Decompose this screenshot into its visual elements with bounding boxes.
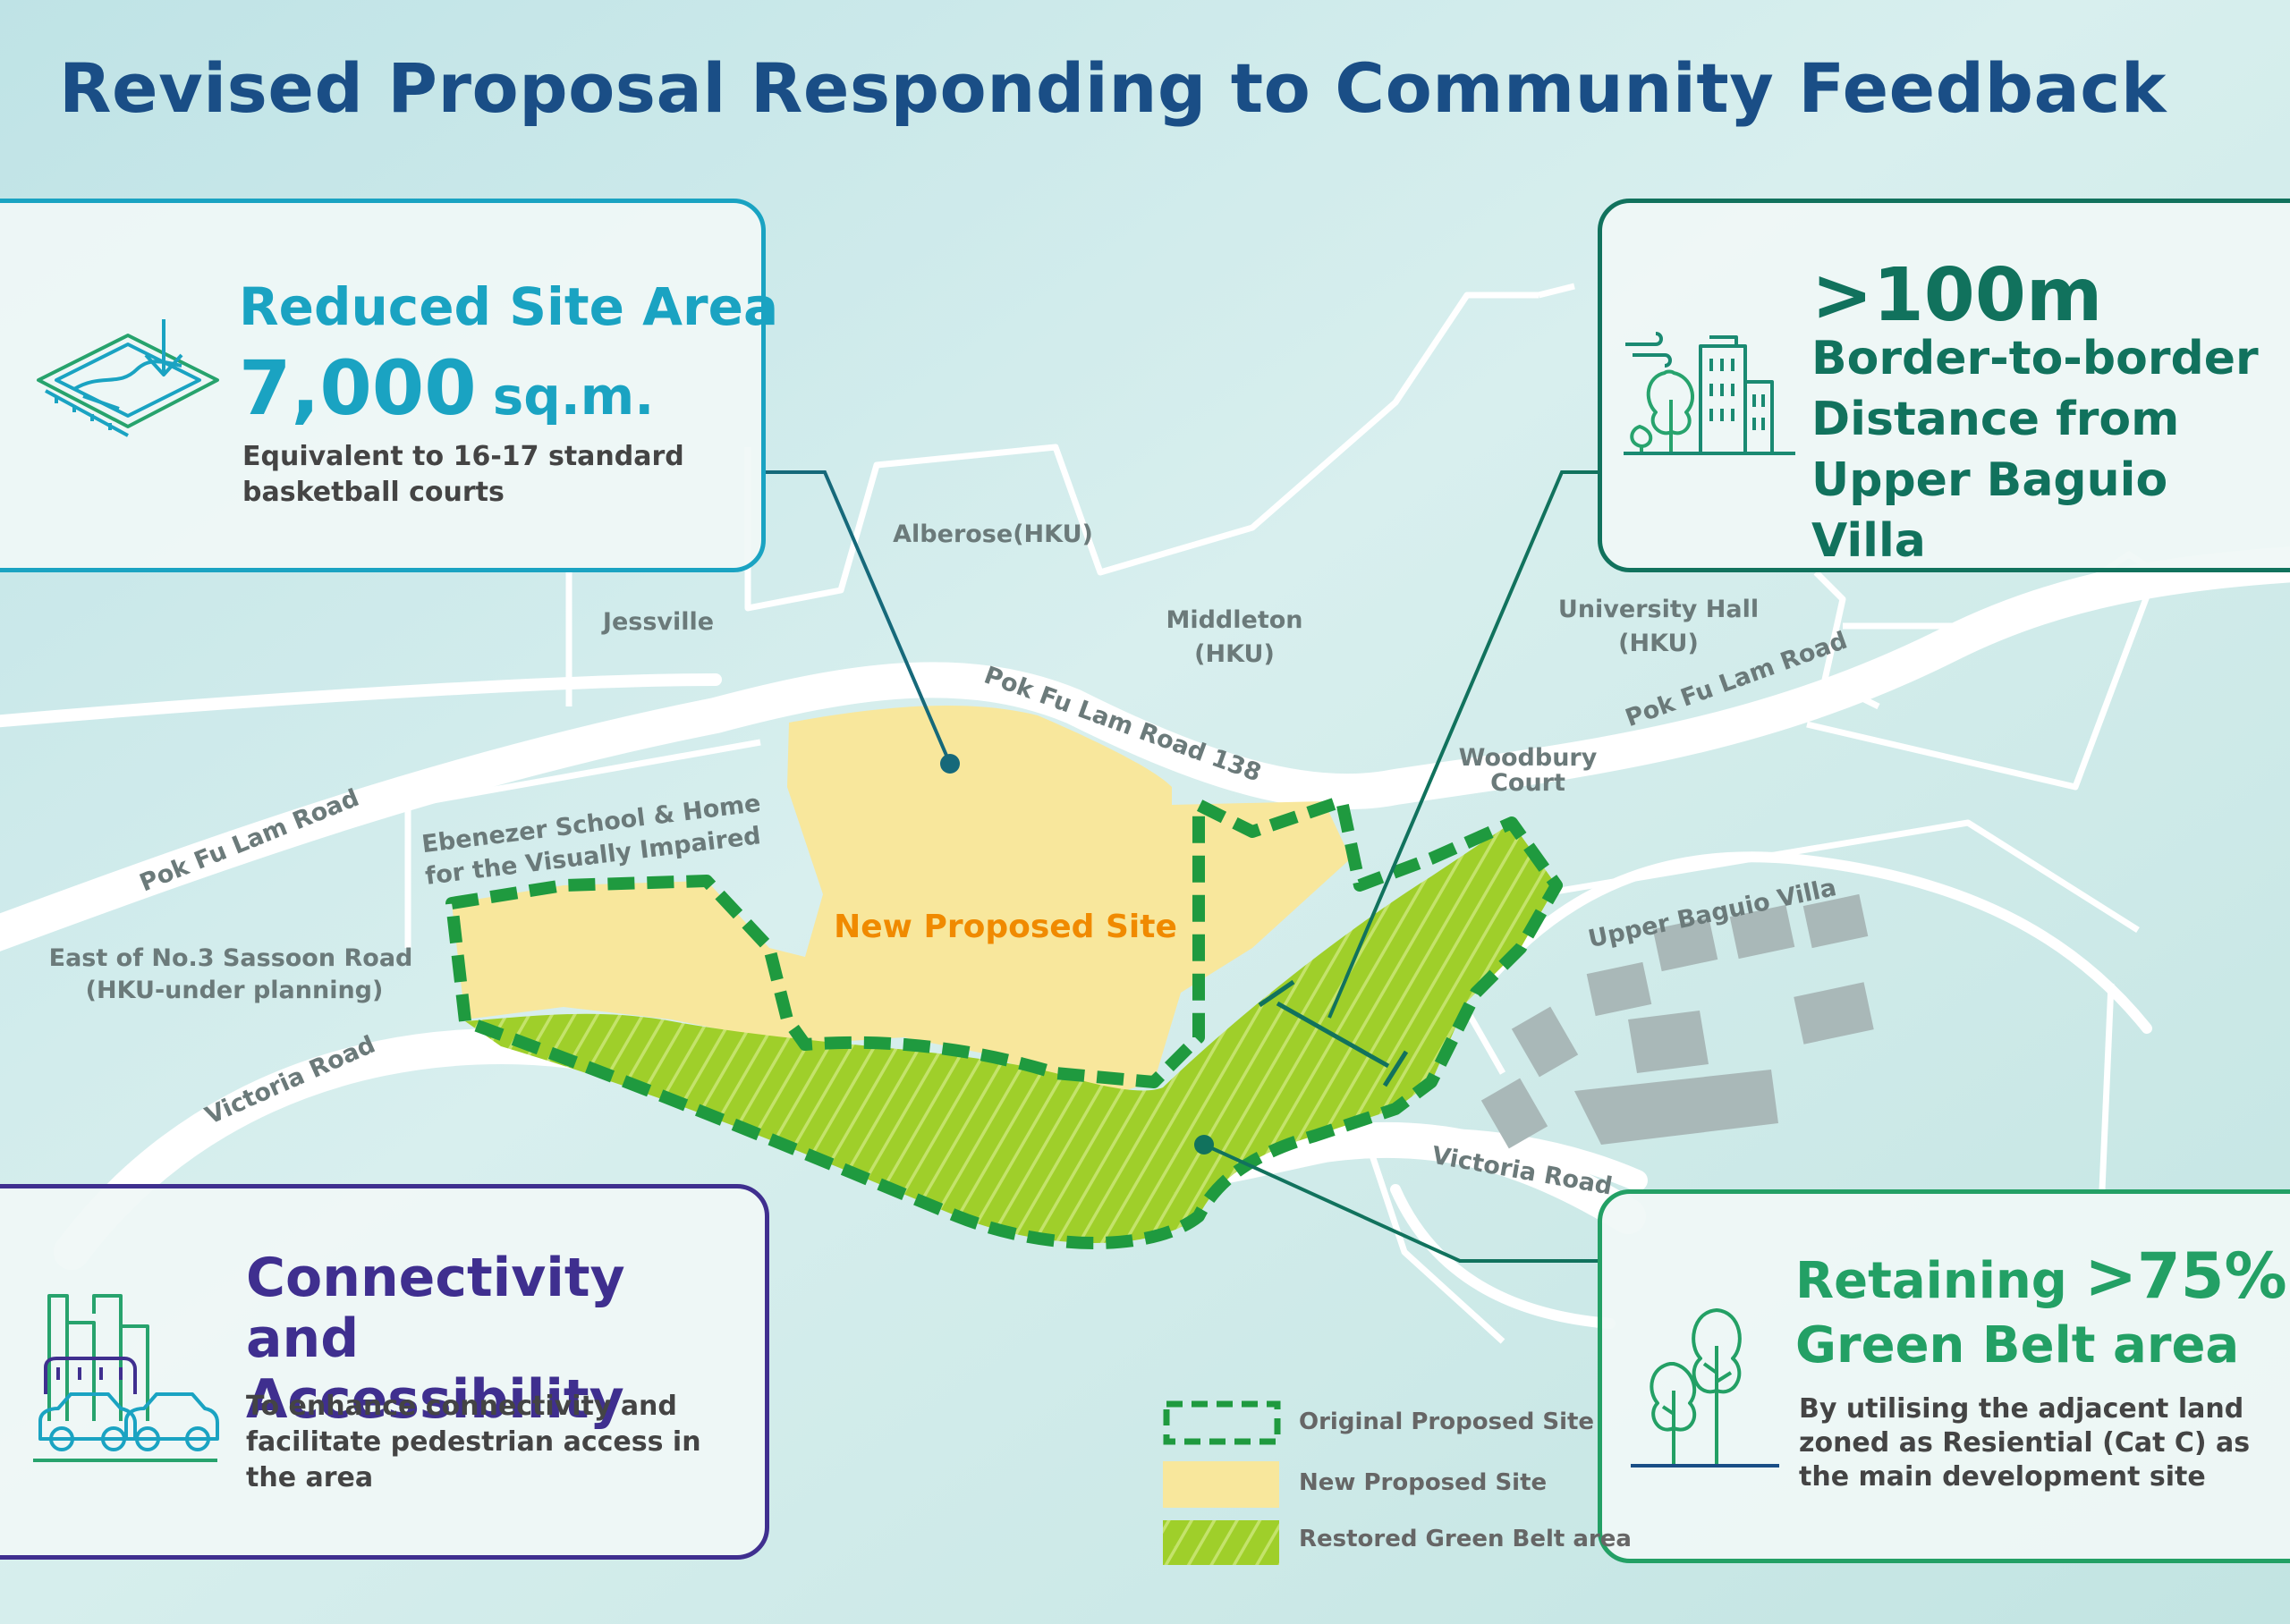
green-belt-description: By utilising the adjacent land zoned as … (1799, 1393, 2251, 1493)
legend-label-original: Original Proposed Site (1299, 1408, 1595, 1435)
distance-value: >100m (1811, 253, 2103, 338)
distance-description: Border-to-border Distance from Upper Bag… (1811, 332, 2259, 568)
new-proposed-site-area (452, 705, 1351, 1100)
pok-fu-lam-road-upper (0, 673, 722, 728)
site-area-value-line: 7,000 sq.m. (239, 344, 654, 432)
legend-swatch-original (1163, 1400, 1281, 1445)
upper-baguio-drive (1480, 851, 2152, 1034)
city-vehicles-icon (33, 1294, 219, 1462)
label-middleton-1: Middleton (1166, 606, 1302, 634)
label-jessville: Jessville (601, 608, 714, 636)
label-university-hall-2: (HKU) (1618, 630, 1699, 657)
label-woodbury-1: Woodbury (1459, 744, 1598, 772)
label-university-hall-1: University Hall (1558, 596, 1759, 623)
label-new-site: New Proposed Site (834, 909, 1177, 945)
site-area-heading: Reduced Site Area (239, 276, 779, 337)
distance-card: >100m Border-to-border Distance from Upp… (1598, 199, 2290, 572)
site-area-card: Reduced Site Area 7,000 sq.m. Equivalent … (0, 199, 778, 572)
site-area-unit: sq.m. (492, 366, 655, 427)
site-area-leader (766, 470, 952, 765)
lot-boundaries (404, 283, 2159, 1344)
lower-slip-road (1390, 1184, 1616, 1329)
distance-tick-b (1382, 1050, 1409, 1087)
label-sassoon-1: East of No.3 Sassoon Road (49, 944, 413, 972)
distance-tick-a (1258, 979, 1295, 1008)
original-proposed-site-outline (445, 795, 1563, 1249)
green-belt-heading-suffix: Green Belt area (1795, 1316, 2240, 1374)
land-plot-icon (37, 319, 219, 437)
legend-swatch-new (1163, 1461, 1279, 1508)
buildings-trees-icon (1624, 332, 1795, 455)
legend-label-new: New Proposed Site (1299, 1469, 1548, 1496)
site-area-leader-dot (940, 754, 960, 774)
legend-swatch-green (1163, 1520, 1279, 1565)
legend-label-green: Restored Green Belt area (1299, 1526, 1632, 1552)
site-area-description: Equivalent to 16-17 standard basketball … (242, 441, 684, 508)
connectivity-description: To enhance connectivity and facilitate p… (246, 1391, 701, 1493)
label-middleton-2: (HKU) (1194, 640, 1275, 668)
label-woodbury-2: Court (1490, 769, 1565, 797)
distance-measure (1276, 1001, 1390, 1069)
upper-baguio-villa-buildings (1480, 893, 1874, 1149)
green-belt-leader (1203, 1143, 1598, 1263)
callout-lines (766, 470, 1598, 1263)
green-belt-heading-prefix: Retaining (1795, 1252, 2067, 1310)
site-area-value: 7,000 (239, 344, 477, 432)
green-belt-heading: Retaining >75% Green Belt area (1795, 1244, 2290, 1378)
connectivity-card: Connectivity and Accessibility To enhanc… (0, 1184, 769, 1560)
restored-green-belt-area (465, 823, 1556, 1243)
green-belt-leader-dot (1194, 1135, 1214, 1155)
page-title: Revised Proposal Responding to Community… (59, 48, 2167, 128)
trees-icon (1631, 1308, 1779, 1468)
legend-swatches (1163, 1400, 1281, 1565)
label-sassoon-2: (HKU-under planning) (86, 977, 384, 1004)
victoria-road-east (1331, 1128, 1648, 1191)
green-belt-card: Retaining >75% Green Belt area By utilisi… (1598, 1189, 2290, 1563)
pok-fu-lam-road (0, 546, 2290, 952)
green-belt-heading-value: >75% (2084, 1239, 2287, 1313)
distance-leader (1327, 470, 1598, 1019)
connectivity-heading: Connectivity and Accessibility (246, 1247, 625, 1431)
label-alberose: Alberose(HKU) (893, 520, 1093, 548)
